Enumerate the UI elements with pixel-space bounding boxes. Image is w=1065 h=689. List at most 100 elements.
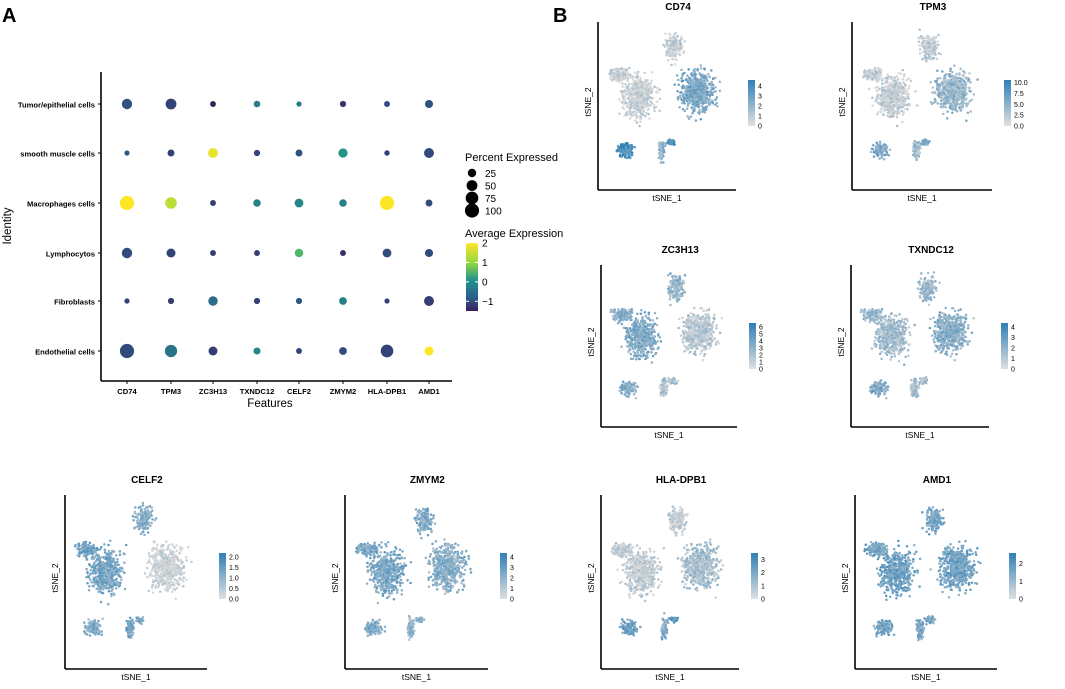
tsne-point xyxy=(674,281,678,284)
tsne-point xyxy=(616,73,619,76)
tsne-point xyxy=(632,93,636,97)
tsne-point xyxy=(626,85,630,88)
tsne-point xyxy=(647,316,650,320)
tsne-point xyxy=(716,104,719,108)
tsne-point xyxy=(650,79,653,82)
tsne-point xyxy=(715,101,719,105)
tsne-point xyxy=(674,41,677,44)
dotplot-column-labels: CD74 TPM3 ZC3H13 TXNDC12 CELF2 ZMYM2 HLA-DPB1 A… xyxy=(117,381,441,396)
tsne-point xyxy=(691,329,694,333)
tsne-point xyxy=(678,106,681,109)
tsne-point xyxy=(623,314,626,318)
dotplot-dot xyxy=(210,200,216,206)
tsne-point xyxy=(946,110,949,113)
tsne-point xyxy=(898,81,902,85)
tsne-x-label: tSNE_1 xyxy=(907,193,937,203)
tsne-point xyxy=(621,380,625,383)
tsne-point xyxy=(877,70,881,74)
tsne-point xyxy=(913,144,916,148)
tsne-point xyxy=(699,352,702,356)
tsne-point xyxy=(642,320,645,324)
tsne-point xyxy=(702,335,705,338)
tsne-point xyxy=(958,72,961,75)
tsne-point xyxy=(884,89,887,92)
tsne-point xyxy=(949,102,953,105)
tsne-point xyxy=(904,107,907,111)
tsne-point xyxy=(932,291,935,295)
tsne-point xyxy=(648,81,651,85)
tsne-point xyxy=(621,151,624,154)
tsne-point xyxy=(617,315,620,318)
tsne-point xyxy=(942,91,945,94)
tsne-point xyxy=(632,381,635,385)
tsne-point xyxy=(907,77,911,80)
tsne-point xyxy=(918,37,922,40)
tsne-point xyxy=(674,380,677,383)
tsne-point xyxy=(634,80,637,83)
tsne-point xyxy=(618,320,621,324)
tsne-point xyxy=(925,139,929,143)
tsne-point xyxy=(630,323,634,327)
tsne-point xyxy=(689,115,693,118)
tsne-point xyxy=(620,311,624,315)
tsne-point xyxy=(926,286,929,290)
tsne-point xyxy=(676,379,680,382)
tsne-point xyxy=(698,72,701,75)
tsne-point xyxy=(876,154,880,157)
tsne-point xyxy=(669,286,673,289)
tsne-point xyxy=(882,113,885,116)
tsne-point xyxy=(622,145,626,149)
tsne-point xyxy=(869,150,873,154)
tsne-point xyxy=(876,101,880,104)
tsne-point xyxy=(630,308,633,311)
tsne-point xyxy=(654,105,658,109)
tsne-points xyxy=(862,28,979,161)
tsne-point xyxy=(624,337,627,341)
tsne-point xyxy=(880,77,884,81)
tsne-point xyxy=(707,73,710,76)
tsne-point xyxy=(885,147,888,150)
tsne-point xyxy=(683,290,687,294)
tsne-point xyxy=(891,100,894,103)
dotplot-dot xyxy=(340,250,346,256)
tsne-point xyxy=(889,97,893,100)
tsne-point xyxy=(946,101,950,104)
tsne-point xyxy=(642,335,646,338)
size-legend-dot xyxy=(466,180,478,191)
tsne-point xyxy=(671,57,674,61)
tsne-point xyxy=(915,144,919,147)
tsne-point xyxy=(944,76,947,80)
tsne-point xyxy=(618,98,621,101)
tsne-point xyxy=(874,66,877,70)
tsne-point xyxy=(948,106,952,109)
tsne-point xyxy=(625,89,629,93)
tsne-point xyxy=(682,344,686,347)
tsne-point xyxy=(897,106,901,110)
tsne-point xyxy=(887,115,890,118)
tsne-point xyxy=(691,97,694,100)
tsne-point xyxy=(621,96,625,99)
tsne-point xyxy=(948,72,952,76)
tsne-point xyxy=(677,287,680,290)
tsne-point xyxy=(681,316,684,320)
tsne-point xyxy=(942,86,946,90)
tsne-point xyxy=(677,326,680,330)
tsne-point xyxy=(886,100,890,103)
tsne-point xyxy=(646,91,650,94)
tsne-point xyxy=(659,340,663,343)
tsne-point xyxy=(624,83,627,86)
tsne-point xyxy=(647,333,650,336)
tsne-point xyxy=(918,44,921,47)
tsne-point xyxy=(710,325,714,328)
tsne-point xyxy=(968,89,971,93)
tsne-point xyxy=(919,296,922,300)
tsne-point xyxy=(645,97,649,101)
tsne-point xyxy=(939,102,943,106)
tsne-point xyxy=(648,96,652,99)
tsne-point xyxy=(933,45,936,49)
tsne-point xyxy=(890,75,893,79)
tsne-point xyxy=(867,74,870,77)
tsne-point xyxy=(702,309,705,313)
dotplot-row-label: Lymphocytos xyxy=(46,250,95,259)
tsne-point xyxy=(645,112,648,115)
